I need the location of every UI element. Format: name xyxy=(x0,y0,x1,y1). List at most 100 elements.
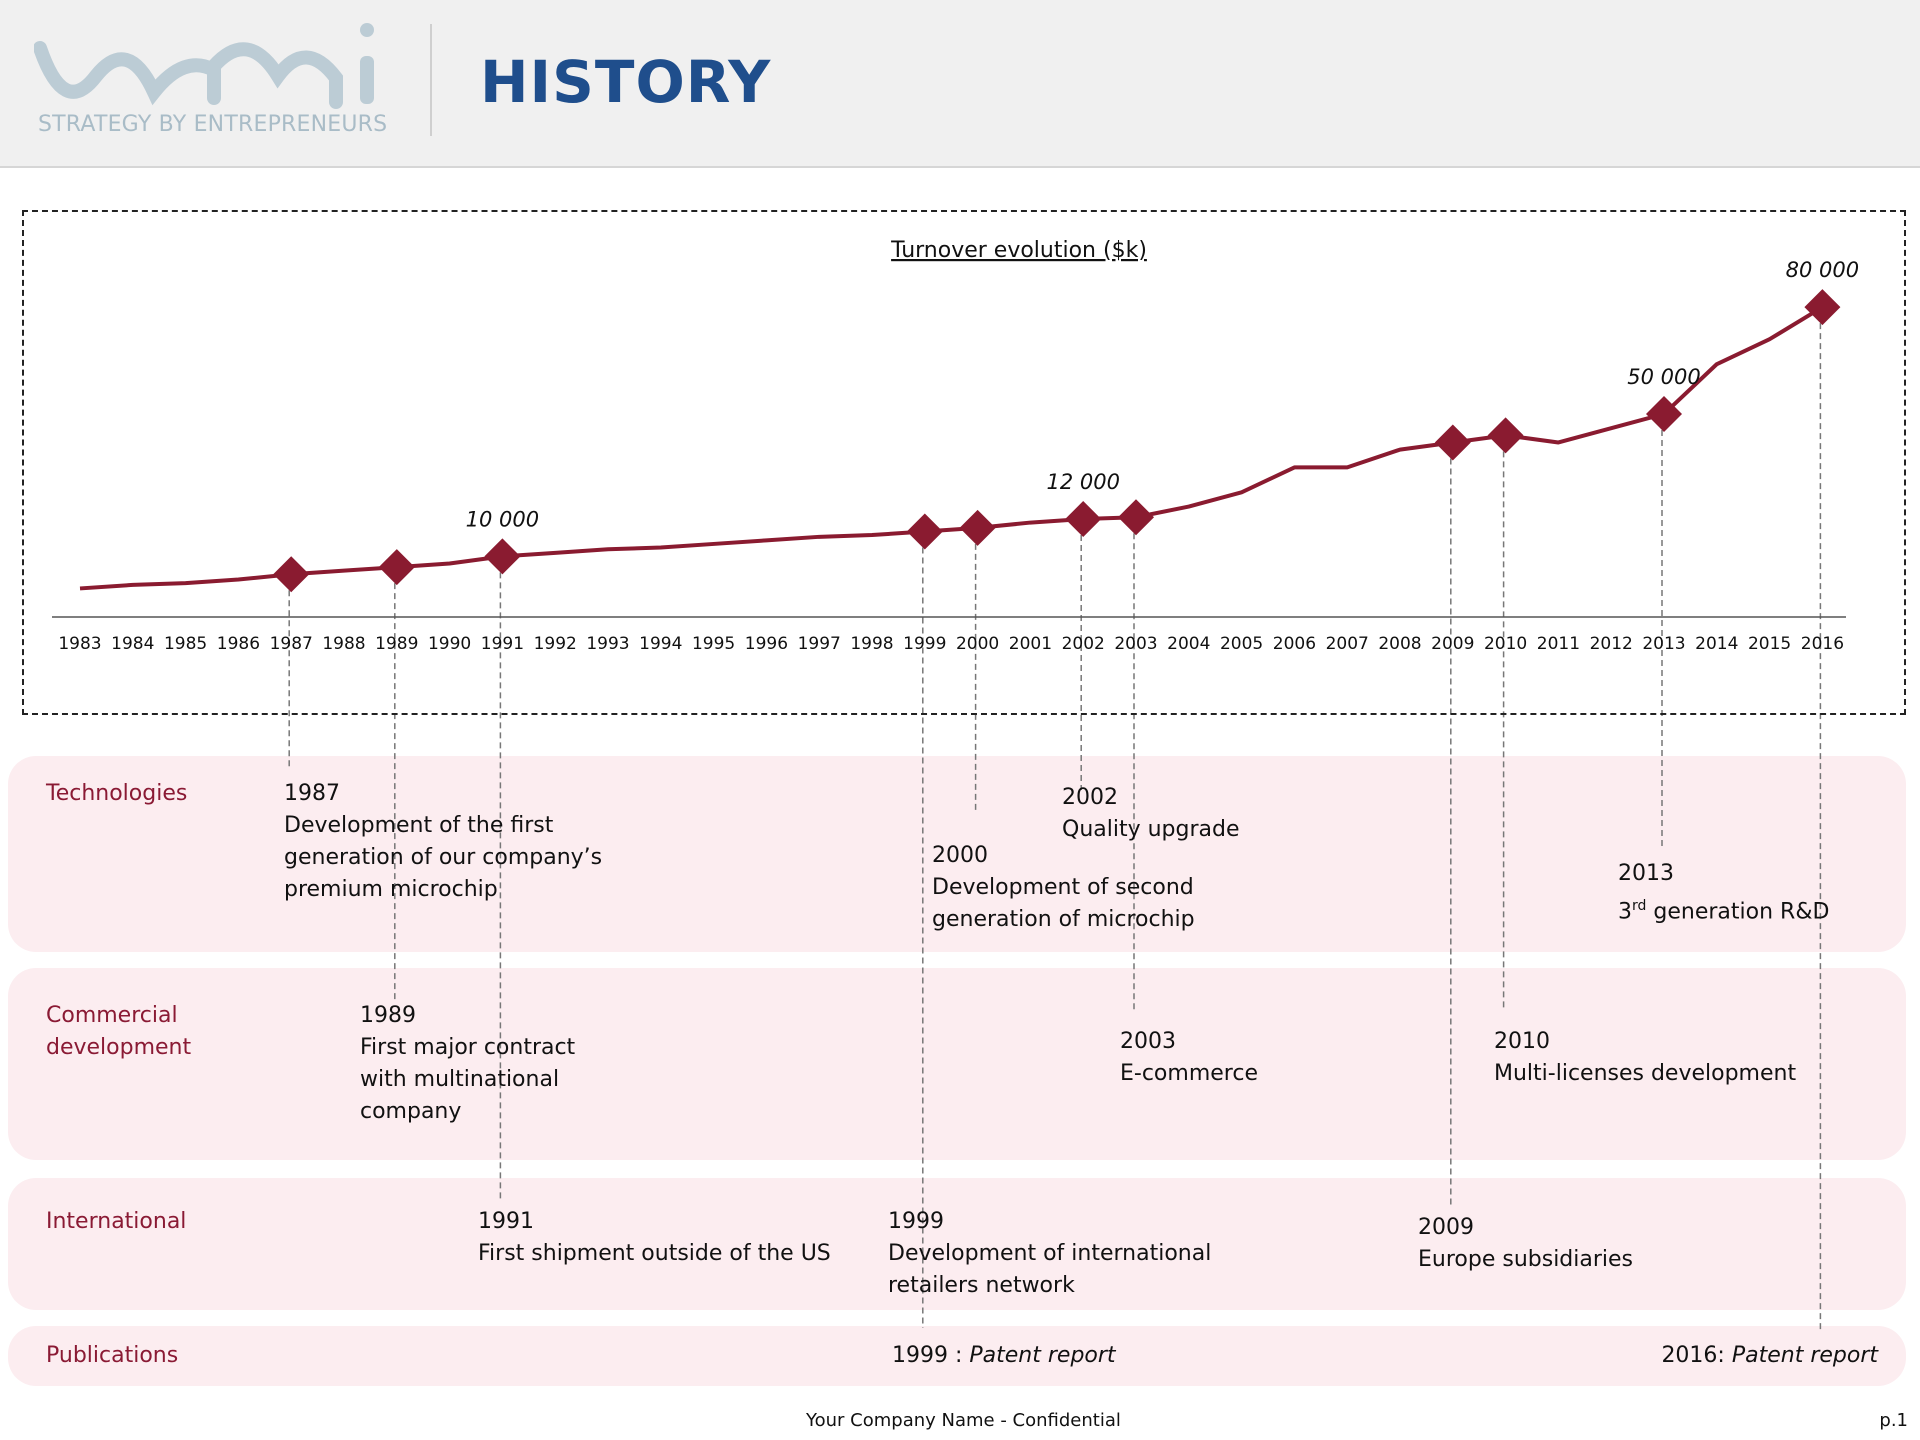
band-label-international: International xyxy=(46,1209,187,1234)
band-commercial xyxy=(8,968,1906,1160)
x-tick-label: 1991 xyxy=(481,634,524,654)
event-text: Europe subsidiaries xyxy=(1418,1247,1634,1272)
event-2003: 2003 E-commerce xyxy=(1120,1026,1258,1090)
x-tick-label: 2001 xyxy=(1009,634,1052,654)
band-technologies xyxy=(8,756,1906,952)
event-year: 2003 xyxy=(1120,1029,1176,1054)
chart-title: Turnover evolution ($k) xyxy=(890,238,1147,263)
series-line xyxy=(79,305,1824,591)
event-text: retailers network xyxy=(888,1273,1075,1298)
event-year: 1989 xyxy=(360,1003,416,1028)
x-tick-label: 2016 xyxy=(1801,634,1844,654)
x-tick-label: 2012 xyxy=(1590,634,1633,654)
marker-2010 xyxy=(1487,417,1524,454)
x-tick-label: 2003 xyxy=(1114,634,1157,654)
footer-page-number: p.1 xyxy=(1879,1410,1908,1431)
x-tick-label: 2006 xyxy=(1273,634,1316,654)
event-text: First shipment outside of the US xyxy=(478,1241,831,1266)
event-text: Quality upgrade xyxy=(1062,817,1240,842)
x-tick-label: 1998 xyxy=(850,634,893,654)
marker-2009 xyxy=(1434,424,1471,461)
event-year: 2013 xyxy=(1618,861,1674,886)
data-label: 12 000 xyxy=(1046,470,1119,494)
event-text-post: generation R&D xyxy=(1646,899,1830,925)
x-tick-label: 1986 xyxy=(217,634,260,654)
event-text: Development of international xyxy=(888,1241,1212,1266)
x-tick-label: 2011 xyxy=(1537,634,1580,654)
marker-2016 xyxy=(1804,289,1841,326)
event-text: E-commerce xyxy=(1120,1061,1258,1086)
event-text-pre: 3 xyxy=(1618,899,1632,925)
x-tick-label: 2008 xyxy=(1378,634,1421,654)
event-year: 1991 xyxy=(478,1209,534,1234)
x-tick-label: 2004 xyxy=(1167,634,1210,654)
event-1991: 1991 First shipment outside of the US xyxy=(478,1206,831,1270)
x-tick-label: 1996 xyxy=(745,634,788,654)
marker-1999 xyxy=(906,513,943,550)
x-tick-label: 2013 xyxy=(1642,634,1685,654)
marker-1989 xyxy=(378,549,415,586)
x-tick-label: 1993 xyxy=(586,634,629,654)
x-tick-label: 2000 xyxy=(956,634,999,654)
logo-mark xyxy=(34,23,374,109)
band-label-commercial: Commercial development xyxy=(46,1000,191,1064)
header-divider xyxy=(430,24,432,136)
x-tick-label: 1992 xyxy=(534,634,577,654)
chart-frame: Turnover evolution ($k) 1983 1984 1985 1986 1… xyxy=(22,210,1906,715)
event-year: 2009 xyxy=(1418,1215,1474,1240)
event-text: generation of our company’s xyxy=(284,845,603,870)
x-tick-label: 1988 xyxy=(322,634,365,654)
event-year: 2000 xyxy=(932,843,988,868)
event-text: premium microchip xyxy=(284,877,498,902)
x-tick-label: 2014 xyxy=(1695,634,1738,654)
marker-1991 xyxy=(484,538,521,575)
data-label: 80 000 xyxy=(1786,258,1859,282)
footer-confidential: Your Company Name - Confidential xyxy=(806,1410,1121,1431)
data-label: 50 000 xyxy=(1627,365,1700,389)
band-label-publications: Publications xyxy=(46,1343,179,1368)
event-text: company xyxy=(360,1099,462,1124)
logo-tagline: STRATEGY BY ENTREPRENEURS xyxy=(38,112,388,137)
x-tick-label: 2009 xyxy=(1431,634,1474,654)
event-year: 1999 xyxy=(888,1209,944,1234)
band-label-commercial-line2: development xyxy=(46,1035,192,1060)
marker-2002 xyxy=(1065,501,1102,538)
turnover-chart: Turnover evolution ($k) 1983 1984 1985 1986 1… xyxy=(52,238,1859,654)
data-label: 10 000 xyxy=(466,507,539,531)
band-publications xyxy=(8,1326,1906,1386)
publication-prefix: 1999 : xyxy=(892,1343,970,1368)
x-tick-label: 1990 xyxy=(428,634,471,654)
x-tick-label: 1989 xyxy=(375,634,418,654)
publication-2016: 2016: Patent report xyxy=(1661,1340,1878,1372)
x-tick-label: 2010 xyxy=(1484,634,1527,654)
event-year: 2002 xyxy=(1062,785,1118,810)
x-tick-label: 1983 xyxy=(58,634,101,654)
event-year: 2010 xyxy=(1494,1029,1550,1054)
x-tick-label: 1984 xyxy=(111,634,154,654)
event-text: Multi-licenses development xyxy=(1494,1061,1797,1086)
event-1987: 1987 Development of the first generation… xyxy=(284,778,602,906)
band-label-technologies: Technologies xyxy=(46,781,188,806)
x-tick-label: 1999 xyxy=(903,634,946,654)
band-international xyxy=(8,1178,1906,1310)
event-text: Development of the first xyxy=(284,813,554,838)
x-tick-label: 2007 xyxy=(1326,634,1369,654)
event-text: generation of microchip xyxy=(932,907,1195,932)
event-1999: 1999 Development of international retail… xyxy=(888,1206,1211,1302)
event-text: 3rd generation R&D xyxy=(1618,890,1829,928)
x-tick-label: 1985 xyxy=(164,634,207,654)
marker-2013 xyxy=(1646,395,1682,432)
event-text: with multinational xyxy=(360,1067,560,1092)
event-2002: 2002 Quality upgrade xyxy=(1062,782,1240,846)
marker-1987 xyxy=(273,556,310,593)
publication-title: Patent report xyxy=(969,1343,1116,1368)
event-text-sup: rd xyxy=(1632,898,1647,914)
page-title: HISTORY xyxy=(480,48,772,116)
x-tick-label: 1987 xyxy=(270,634,313,654)
event-2010: 2010 Multi-licenses development xyxy=(1494,1026,1796,1090)
publication-title: Patent report xyxy=(1731,1343,1878,1368)
event-year: 1987 xyxy=(284,781,340,806)
x-tick-label: 2005 xyxy=(1220,634,1263,654)
event-1989: 1989 First major contract with multinati… xyxy=(360,1000,575,1128)
event-2013: 2013 3rd generation R&D xyxy=(1618,858,1829,928)
